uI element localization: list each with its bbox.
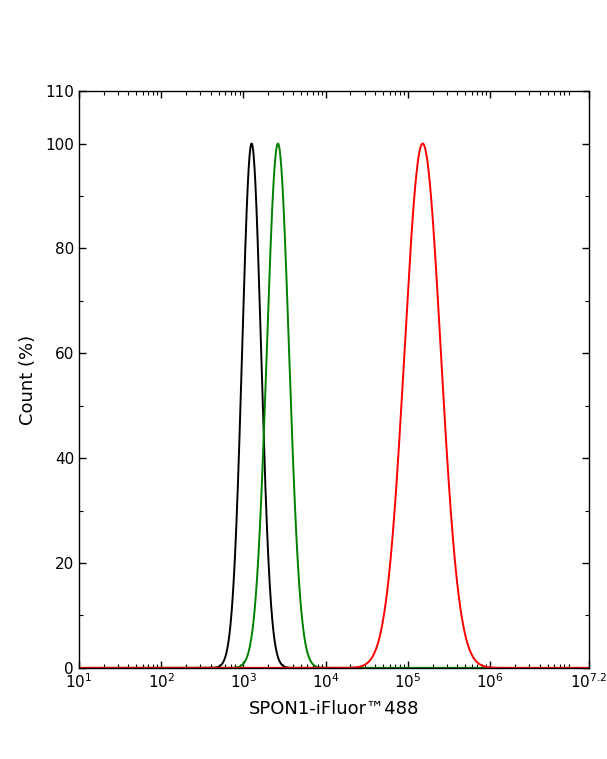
Y-axis label: Count (%): Count (%) — [19, 335, 37, 424]
X-axis label: SPON1-iFluor™488: SPON1-iFluor™488 — [249, 700, 419, 718]
